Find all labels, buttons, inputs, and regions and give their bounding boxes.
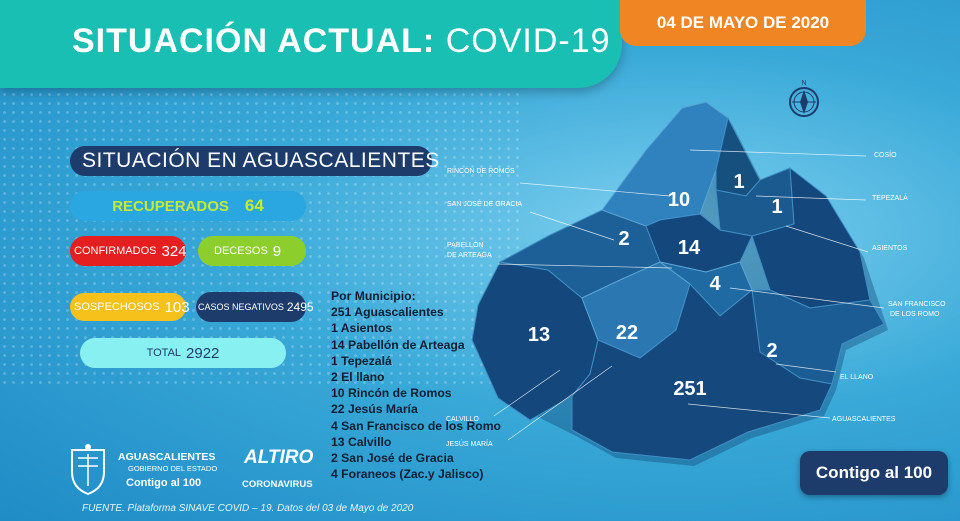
map-label-sanfrancisco1: SAN FRANCISCO <box>888 301 946 308</box>
map-label-pabellon1: PABELLÓN <box>447 240 483 249</box>
list-item: 22 Jesús María <box>331 402 418 417</box>
map-label-cosio: COSÍO <box>874 150 897 159</box>
decesos-pill: DECESOS 9 <box>198 236 306 266</box>
map-num-sanfrancisco: 4 <box>709 273 721 295</box>
negativos-value: 2495 <box>286 300 314 314</box>
map-label-rincon: RINCÓN DE ROMOS <box>447 166 515 175</box>
map-label-sanfrancisco2: DE LOS ROMO <box>890 311 940 318</box>
source-note: FUENTE. Plataforma SINAVE COVID – 19. Da… <box>82 503 414 514</box>
list-item: 2 El llano <box>331 370 385 385</box>
map-num-aguascalientes: 251 <box>673 378 706 400</box>
page-title: SITUACIÓN ACTUAL: COVID-19 <box>72 22 611 61</box>
gobierno-logo: AGUASCALIENTES GOBIERNO DEL ESTADO Conti… <box>66 442 231 500</box>
map-label-jesusmaria: JESÚS MARÍA <box>446 439 493 448</box>
confirmados-label: CONFIRMADOS <box>74 245 157 257</box>
map-label-aguascalientes: AGUASCALIENTES <box>832 416 896 423</box>
confirmados-value: 324 <box>161 242 187 260</box>
map-label-pabellon2: DE ARTEAGA <box>447 252 492 259</box>
negativos-label: CASOS NEGATIVOS <box>198 302 284 312</box>
recuperados-pill: RECUPERADOS 64 <box>70 191 306 221</box>
map-num-rincon: 10 <box>668 189 690 211</box>
section-title: SITUACIÓN EN AGUASCALIENTES <box>70 146 439 176</box>
altiro-logo: ALTIRO CORONAVIRUS <box>240 447 314 497</box>
crest-icon <box>71 444 105 496</box>
map-region-aguascalientes <box>571 283 833 461</box>
map-label-calvillo: CALVILLO <box>446 416 479 423</box>
compass-north-label: N <box>801 80 806 87</box>
map-num-tepezala: 1 <box>771 196 782 218</box>
gob-line2: GOBIERNO DEL ESTADO <box>128 464 218 473</box>
municipio-heading: Por Municipio: <box>331 289 416 303</box>
list-item: 2 San José de Gracia <box>331 451 454 466</box>
map-num-cosio: 1 <box>733 171 744 193</box>
map-num-elllano: 2 <box>766 340 777 362</box>
list-item: 10 Rincón de Romos <box>331 386 452 401</box>
total-value: 2922 <box>186 344 220 362</box>
gob-line3: Contigo al 100 <box>126 477 202 489</box>
map-label-elllano: EL LLANO <box>840 374 874 381</box>
map-label-asientos: ASIENTOS <box>872 245 908 252</box>
list-item: 1 Tepezalá <box>331 353 392 368</box>
confirmados-pill: CONFIRMADOS 324 <box>70 236 187 266</box>
total-pill: TOTAL 2922 <box>80 338 286 368</box>
date-badge: 04 DE MAYO DE 2020 <box>620 0 866 46</box>
recuperados-value: 64 <box>244 196 264 215</box>
map-label-sanjose: SAN JOSÉ DE GRACIA <box>447 199 522 208</box>
page-title-light: COVID-19 <box>445 22 611 60</box>
altiro-line1: ALTIRO <box>244 447 314 468</box>
list-item: 1 Asientos <box>331 321 393 336</box>
map-label-tepezala: TEPEZALÁ <box>872 193 908 202</box>
compass-icon: N <box>789 80 819 117</box>
list-item: 4 San Francisco de los Romo <box>331 418 501 433</box>
negativos-pill: CASOS NEGATIVOS 2495 <box>196 292 314 322</box>
sospechosos-label: SOSPECHOSOS <box>74 301 160 313</box>
title-bar: SITUACIÓN ACTUAL: COVID-19 <box>0 0 622 88</box>
sospechosos-value: 103 <box>164 298 190 316</box>
map-num-sanjose: 2 <box>618 228 629 250</box>
total-label: TOTAL <box>146 347 182 359</box>
gob-line1: AGUASCALIENTES <box>118 451 216 463</box>
page-title-bold: SITUACIÓN ACTUAL: <box>72 22 436 60</box>
municipio-list: Por Municipio: 251 Aguascalientes 1 Asie… <box>331 288 521 482</box>
decesos-value: 9 <box>272 242 282 260</box>
list-item: 251 Aguascalientes <box>331 305 444 320</box>
altiro-line2: CORONAVIRUS <box>242 479 313 490</box>
list-item: 14 Pabellón de Arteaga <box>331 337 465 352</box>
map-num-pabellon: 14 <box>678 237 701 259</box>
sospechosos-pill: SOSPECHOSOS 103 <box>70 293 190 321</box>
map-num-jesusmaria: 22 <box>616 322 638 344</box>
list-item: 13 Calvillo <box>331 434 392 449</box>
contigo-logo: Contigo al 100 <box>800 451 948 495</box>
list-item: 4 Foraneos (Zac.y Jalisco) <box>331 467 484 482</box>
decesos-label: DECESOS <box>214 245 268 257</box>
recuperados-label: RECUPERADOS <box>112 197 229 215</box>
map-num-calvillo: 13 <box>528 324 550 346</box>
